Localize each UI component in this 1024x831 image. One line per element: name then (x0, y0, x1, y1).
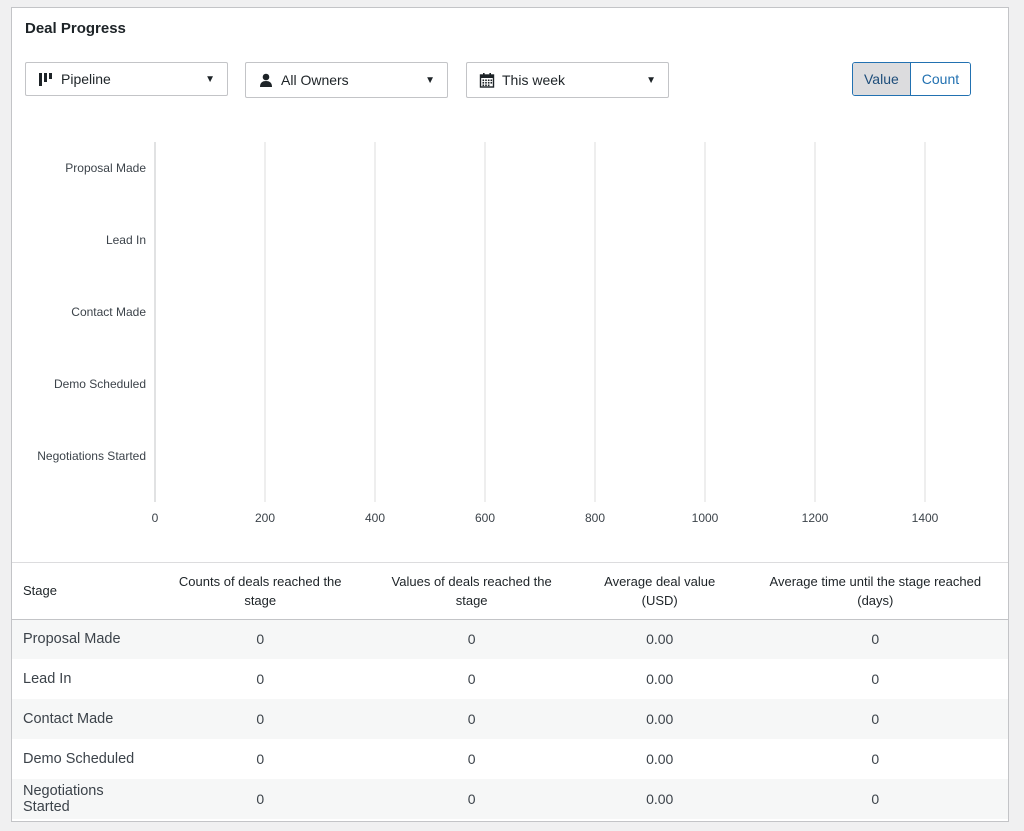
table-cell: 0 (467, 791, 476, 807)
y-category-label: Demo Scheduled (54, 377, 146, 391)
x-tick-label: 600 (475, 511, 495, 525)
x-tick-label: 0 (152, 511, 159, 525)
stage-name-cell: Proposal Made (23, 631, 121, 648)
pipeline-dropdown[interactable]: Pipeline ▼ (25, 62, 228, 96)
column-header: Average time until the stage reached (da… (742, 563, 1008, 620)
y-category-label: Proposal Made (65, 161, 146, 175)
deal-progress-table: Stage Counts of deals reached the stage Va… (12, 562, 1008, 819)
stage-name-cell: Contact Made (23, 711, 114, 727)
table-cell: 0.00 (646, 711, 674, 727)
table-header-row: Stage Counts of deals reached the stage Va… (12, 563, 1008, 620)
owners-dropdown[interactable]: All Owners ▼ (245, 62, 448, 98)
panel-title: Deal Progress (25, 20, 126, 37)
table-cell: 0 (256, 791, 265, 807)
table-cell: 0 (256, 711, 265, 727)
y-category-label: Contact Made (71, 305, 146, 319)
table-cell: 0.00 (646, 751, 674, 767)
date-range-dropdown[interactable]: This week ▼ (466, 62, 669, 98)
x-tick-label: 200 (255, 511, 275, 525)
x-tick-label: 800 (585, 511, 605, 525)
table-row: Proposal Made 0 0 0.00 0 (12, 619, 1008, 659)
table-cell: 0.00 (646, 631, 674, 648)
owners-label: All Owners (281, 72, 349, 88)
table-cell: 0.00 (646, 791, 674, 807)
table-cell: 0 (467, 711, 476, 727)
table-cell: 0 (871, 791, 880, 807)
date-range-label: This week (502, 72, 566, 88)
x-tick-label: 1000 (692, 511, 719, 525)
deal-progress-chart: 0 200 400 600 800 1000 1200 1400 Proposal Made Le… (37, 142, 939, 525)
table-cell: 0 (467, 631, 476, 648)
column-header: Stage (12, 563, 154, 620)
count-toggle-button[interactable]: Count (910, 63, 971, 95)
chevron-down-icon: ▼ (646, 74, 656, 86)
column-header: Counts of deals reached the stage (153, 563, 367, 620)
value-count-toggle: Value Count (852, 62, 972, 96)
table-cell: 0 (871, 671, 880, 687)
deal-progress-panel: Deal Progress Pipeline ▼ All Owners ▼ (11, 7, 1009, 822)
column-header: Values of deals reached the stage (366, 563, 577, 620)
table-cell: 0 (871, 751, 880, 767)
pipeline-icon (38, 71, 54, 87)
table-row: Lead In 0 0 0.00 0 (12, 659, 1008, 699)
table-cell: 0 (256, 751, 265, 767)
x-tick-label: 1400 (912, 511, 939, 525)
table-cell: 0.00 (646, 671, 674, 687)
table-cell: 0 (871, 711, 880, 727)
chevron-down-icon: ▼ (425, 74, 435, 86)
table-row: Contact Made 0 0 0.00 0 (12, 699, 1008, 739)
y-category-label: Negotiations Started (37, 449, 146, 463)
table-row: Negotiations Started 0 0 0.00 0 (12, 779, 1008, 819)
table-row: Demo Scheduled 0 0 0.00 0 (12, 739, 1008, 779)
x-tick-label: 1200 (802, 511, 829, 525)
table-cell: 0 (871, 631, 880, 648)
stage-name-cell: Negotiations Started (23, 783, 104, 815)
stage-name-cell: Demo Scheduled (23, 751, 135, 767)
table-cell: 0 (256, 671, 265, 687)
calendar-icon (479, 72, 495, 88)
pipeline-label: Pipeline (61, 71, 111, 87)
table-cell: 0 (467, 751, 476, 767)
table-cell: 0 (467, 671, 476, 687)
table-body: Proposal Made 0 0 0.00 0 Lead In 0 0 0.00 0 Contac… (12, 619, 1008, 819)
column-header: Average deal value (USD) (576, 563, 743, 620)
table-cell: 0 (256, 631, 265, 648)
x-tick-label: 400 (365, 511, 385, 525)
chevron-down-icon: ▼ (205, 73, 215, 85)
y-category-label: Lead In (106, 233, 146, 247)
user-icon (258, 72, 274, 88)
value-toggle-button[interactable]: Value (853, 63, 911, 95)
stage-name-cell: Lead In (23, 671, 72, 687)
